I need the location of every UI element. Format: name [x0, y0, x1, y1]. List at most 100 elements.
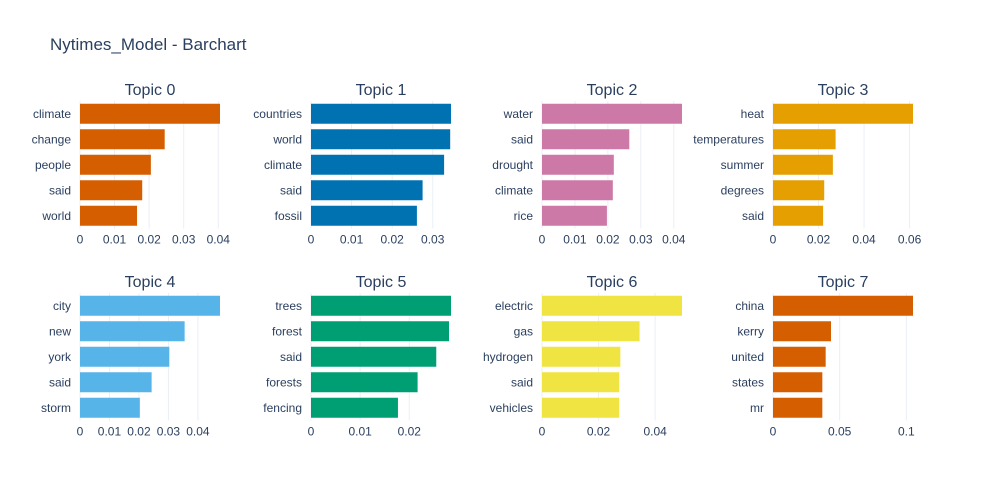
y-tick-label: forest — [272, 324, 303, 338]
x-tick-label: 0.04 — [662, 233, 686, 247]
bar-countries — [311, 103, 451, 124]
y-tick-label: heat — [741, 107, 765, 121]
y-tick-label: forests — [266, 375, 302, 389]
subplot-topic-0: Topic 0 climate change people said world 0 0.01… — [32, 82, 231, 247]
bar-states — [773, 372, 823, 393]
y-tick-label: degrees — [721, 183, 764, 197]
x-tick-label: 0.02 — [127, 425, 151, 439]
bar-world — [80, 205, 138, 226]
y-tick-label: drought — [492, 158, 533, 172]
y-tick-label: people — [35, 158, 71, 172]
y-tick-label: world — [41, 209, 71, 223]
subplot-topic-6: Topic 6 electric gas hydrogen said vehicles 0 0… — [483, 274, 682, 439]
bar-said — [773, 205, 824, 226]
y-tick-label: said — [742, 209, 764, 223]
x-tick-label: 0.01 — [340, 233, 364, 247]
subplot-title: Topic 6 — [587, 274, 638, 291]
x-tick-label: 0.02 — [380, 233, 404, 247]
bar-rice — [542, 205, 607, 226]
bar-change — [80, 129, 165, 150]
y-tick-label: states — [732, 375, 764, 389]
bar-kerry — [773, 321, 831, 342]
x-tick-label: 0.02 — [398, 425, 422, 439]
bar-drought — [542, 154, 614, 175]
x-tick-label: 0 — [308, 425, 315, 439]
y-tick-label: electric — [495, 299, 533, 313]
y-tick-label: said — [49, 375, 71, 389]
subplot-topic-2: Topic 2 water said drought climate rice 0 0.01 0… — [492, 82, 685, 247]
bar-said — [80, 372, 152, 393]
x-tick-label: 0.02 — [596, 233, 620, 247]
y-tick-label: fossil — [275, 209, 302, 223]
x-tick-label: 0.02 — [807, 233, 831, 247]
subplot-topic-1: Topic 1 countries world climate said fossil 0 0… — [253, 82, 451, 247]
main-title: Nytimes_Model - Barchart — [50, 35, 247, 54]
bar-degrees — [773, 180, 825, 201]
bar-heat — [773, 103, 913, 124]
x-tick-label: 0 — [770, 425, 777, 439]
bar-climate — [542, 180, 613, 201]
bar-climate — [311, 154, 445, 175]
subplot-topic-4: Topic 4 city new york said storm 0 0.01 0.02 0.03… — [41, 274, 220, 439]
subplot-title: Topic 7 — [818, 274, 869, 291]
subplot-title: Topic 3 — [818, 82, 869, 99]
bar-mr — [773, 397, 823, 418]
x-tick-label: 0.1 — [898, 425, 915, 439]
y-tick-label: kerry — [737, 324, 764, 338]
bar-people — [80, 154, 151, 175]
bar-water — [542, 103, 682, 124]
y-tick-label: summer — [721, 158, 764, 172]
x-tick-label: 0.05 — [828, 425, 852, 439]
y-tick-label: rice — [514, 209, 534, 223]
y-tick-label: hydrogen — [483, 350, 533, 364]
y-tick-label: fencing — [263, 401, 302, 415]
y-tick-label: storm — [41, 401, 71, 415]
x-tick-label: 0.04 — [852, 233, 876, 247]
y-tick-label: new — [49, 324, 71, 338]
x-tick-label: 0.06 — [898, 233, 922, 247]
y-tick-label: united — [731, 350, 764, 364]
bar-temperatures — [773, 129, 836, 150]
y-tick-label: temperatures — [693, 132, 764, 146]
bar-storm — [80, 397, 140, 418]
x-tick-label: 0.03 — [157, 425, 181, 439]
bar-vehicles — [542, 397, 620, 418]
bar-said — [311, 346, 437, 367]
y-tick-label: york — [48, 350, 72, 364]
bar-forests — [311, 372, 418, 393]
subplot-title: Topic 4 — [125, 274, 176, 291]
y-tick-label: climate — [495, 183, 533, 197]
x-tick-label: 0 — [77, 233, 84, 247]
y-tick-label: vehicles — [490, 401, 533, 415]
bar-said — [311, 180, 423, 201]
bar-new — [80, 321, 185, 342]
x-tick-label: 0 — [77, 425, 84, 439]
x-tick-label: 0.04 — [207, 233, 231, 247]
y-tick-label: gas — [514, 324, 533, 338]
bar-said — [542, 372, 620, 393]
y-tick-label: countries — [253, 107, 302, 121]
subplot-grid: Topic 0 climate change people said world 0 0.01… — [32, 82, 922, 439]
y-tick-label: mr — [750, 401, 764, 415]
bar-world — [311, 129, 451, 150]
y-tick-label: climate — [264, 158, 302, 172]
y-tick-label: water — [503, 107, 533, 121]
subplot-title: Topic 1 — [356, 82, 407, 99]
x-tick-label: 0.01 — [563, 233, 587, 247]
subplot-title: Topic 2 — [587, 82, 638, 99]
bar-climate — [80, 103, 220, 124]
x-tick-label: 0.01 — [103, 233, 127, 247]
y-tick-label: city — [53, 299, 71, 313]
x-tick-label: 0.04 — [186, 425, 210, 439]
bar-fencing — [311, 397, 398, 418]
bar-said — [542, 129, 630, 150]
y-tick-label: said — [511, 375, 533, 389]
bar-summer — [773, 154, 833, 175]
y-tick-label: change — [32, 132, 72, 146]
bar-electric — [542, 295, 682, 316]
subplot-topic-3: Topic 3 heat temperatures summer degrees said… — [693, 82, 921, 247]
y-tick-label: climate — [33, 107, 71, 121]
subplot-topic-7: Topic 7 china kerry united states mr 0 0.05 0.1 — [731, 274, 915, 439]
x-tick-label: 0.04 — [643, 425, 667, 439]
